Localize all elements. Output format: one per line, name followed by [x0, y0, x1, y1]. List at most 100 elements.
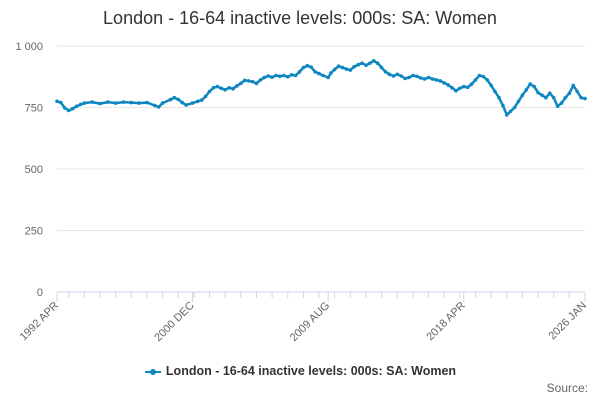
data-point [387, 72, 392, 77]
data-point [78, 102, 83, 107]
data-point [293, 73, 298, 78]
data-point [270, 75, 274, 79]
gridlines [57, 45, 585, 231]
data-point [536, 90, 540, 95]
data-point [153, 103, 157, 108]
data-point [137, 101, 141, 105]
series-layer [55, 59, 587, 117]
data-point [63, 106, 67, 110]
data-point [301, 65, 306, 70]
data-point [246, 79, 251, 83]
data-point [583, 96, 587, 101]
data-point [356, 62, 361, 67]
data-point [516, 99, 521, 104]
data-point [55, 99, 59, 104]
y-tick-label: 0 [37, 287, 43, 299]
data-point [289, 73, 294, 77]
data-point [70, 106, 75, 111]
data-point [82, 101, 87, 105]
data-point [278, 74, 282, 79]
data-point [368, 61, 372, 65]
data-point [505, 113, 509, 117]
data-point [489, 83, 493, 88]
x-axis-ticks: 1992 APR 2000 DEC 2009 AUG 2018 APR 2026 JAN [18, 300, 590, 344]
data-point [168, 97, 173, 102]
data-point [360, 61, 364, 65]
data-point [274, 73, 278, 78]
x-tick-label: 2009 AUG [288, 300, 332, 344]
y-tick-label: 250 [25, 226, 43, 238]
data-point [391, 74, 396, 78]
legend-marker-icon [144, 368, 161, 375]
data-point [422, 77, 427, 81]
data-point [90, 100, 94, 104]
data-point [438, 79, 443, 83]
x-tick-label: 2026 JAN [546, 300, 589, 343]
data-point [548, 91, 552, 95]
data-point [567, 91, 572, 95]
data-point [418, 76, 423, 80]
data-point [544, 95, 548, 100]
data-point [266, 74, 271, 78]
data-point [473, 78, 478, 82]
legend-label: London - 16-64 inactive levels: 000s: SA… [165, 364, 457, 378]
data-point [559, 101, 564, 105]
data-point [399, 74, 404, 78]
data-point [579, 95, 583, 100]
series-line [56, 59, 586, 117]
data-point [352, 64, 357, 69]
data-point [59, 100, 63, 105]
data-point [313, 70, 317, 74]
data-point [348, 68, 353, 72]
data-point [344, 67, 349, 71]
data-point [485, 78, 490, 82]
data-point [528, 82, 532, 86]
data-point [434, 78, 439, 82]
data-point [329, 71, 333, 75]
source-label: Source: [546, 381, 588, 395]
data-point [332, 67, 337, 72]
data-point [74, 104, 79, 109]
x-tick-label: 2018 APR [424, 300, 468, 344]
legend[interactable]: London - 16-64 inactive levels: 000s: SA… [0, 364, 600, 378]
y-tick-label: 1 000 [15, 41, 43, 53]
x-tick-label: 2000 DEC [152, 300, 196, 344]
data-point [571, 83, 576, 88]
data-point [106, 100, 110, 104]
data-point [113, 101, 118, 105]
data-point [286, 75, 290, 79]
data-point [430, 77, 435, 81]
data-point [172, 95, 177, 100]
data-point [156, 105, 161, 109]
data-point [242, 78, 247, 83]
data-point [372, 59, 376, 63]
data-point [145, 100, 149, 105]
data-point [121, 100, 126, 104]
data-point [66, 108, 71, 113]
data-point [462, 84, 466, 89]
data-point [458, 86, 462, 91]
data-point [262, 75, 267, 80]
data-point [317, 71, 321, 76]
data-point [223, 88, 227, 92]
data-point [207, 89, 212, 94]
data-point [442, 81, 447, 85]
data-point [190, 101, 195, 105]
y-axis-ticks: 0 250 500 750 1 000 [15, 41, 43, 299]
data-point [446, 83, 450, 87]
data-point [540, 93, 544, 97]
data-point [219, 86, 224, 91]
data-point [239, 81, 243, 86]
data-point [403, 76, 407, 81]
data-point [555, 104, 560, 109]
data-point [231, 87, 235, 91]
data-point [196, 99, 200, 104]
data-point [160, 101, 165, 105]
data-point [469, 82, 474, 86]
data-point [395, 72, 400, 77]
data-point [321, 73, 325, 78]
data-point [176, 97, 180, 102]
chart-title: London - 16-64 inactive levels: 000s: SA… [103, 8, 497, 28]
data-point [426, 75, 431, 80]
